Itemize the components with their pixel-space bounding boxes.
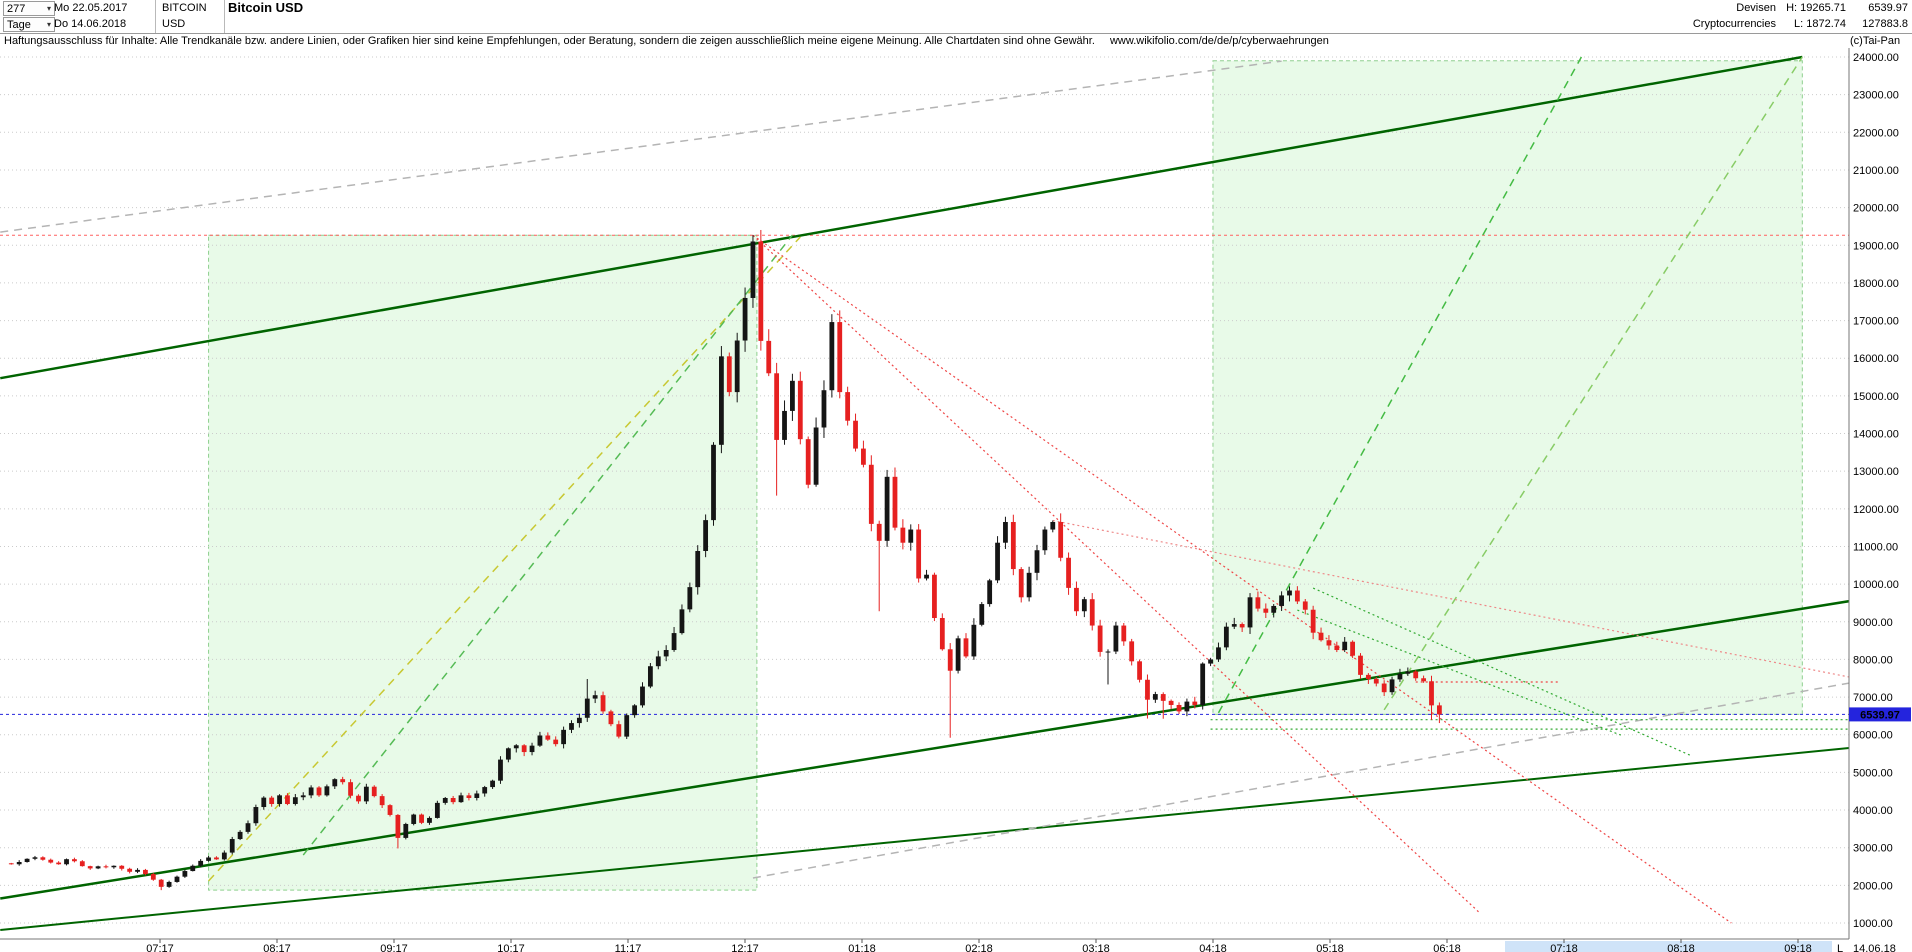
time-axis-label: 09:18 [1784, 943, 1812, 952]
time-axis-label: 01:18 [848, 943, 876, 952]
time-axis-label: 08:17 [263, 943, 291, 952]
gray-parallel-upper [0, 60, 1282, 233]
price-axis-label: 7000.00 [1853, 692, 1893, 704]
time-axis-label: 09:17 [380, 943, 408, 952]
projection-boxes [208, 60, 1803, 891]
price-axis-label: 23000.00 [1853, 90, 1899, 102]
time-axis-label: 07:17 [146, 943, 174, 952]
time-axis-label: 03:18 [1082, 943, 1110, 952]
time-axis-label: 11:17 [615, 943, 642, 952]
time-axis-label: 05:18 [1316, 943, 1344, 952]
bars-count-dropdown[interactable]: 277 ▾ [3, 1, 55, 16]
time-axis-label: 10:17 [497, 943, 525, 952]
price-axis-label: 6000.00 [1853, 730, 1893, 742]
chevron-down-icon: ▾ [46, 3, 51, 13]
market-category-2: Cryptocurrencies [1692, 18, 1776, 30]
downtrend-from-top-2 [752, 234, 1732, 924]
projection-steep-2 [1383, 56, 1803, 711]
price-axis-label: 13000.00 [1853, 466, 1899, 478]
future-period-band [1505, 941, 1832, 952]
last-trade-marker: L [1837, 943, 1843, 952]
time-axis-label: 04:18 [1199, 943, 1227, 952]
disclaimer-text: Haftungsausschluss für Inhalte: Alle Tre… [4, 35, 1095, 47]
price-axis-label: 3000.00 [1853, 843, 1893, 855]
date-to-label: Do 14.06.2018 [54, 18, 127, 30]
time-axis-label: 07:18 [1550, 943, 1578, 952]
upper-channel-line [0, 55, 1803, 380]
price-axis-label: 11000.00 [1853, 541, 1898, 553]
disclaimer-link: www.wikifolio.com/de/de/p/cyberwaehrunge… [1109, 35, 1329, 47]
overlay-layer [0, 55, 1849, 931]
downtrend-shallow [1052, 519, 1849, 678]
price-axis-label: 21000.00 [1853, 165, 1899, 177]
last-price-readout: 6539.97 [1868, 2, 1908, 14]
copyright-label: (c)Tai-Pan [1850, 35, 1901, 47]
last-date-label: 14.06.18 [1853, 943, 1896, 952]
bars-count-value: 277 [7, 2, 26, 15]
grid-layer [0, 56, 1849, 924]
downtrend-from-top-1 [752, 234, 1480, 913]
time-axis-label: 08:18 [1667, 943, 1695, 952]
price-axis-label: 24000.00 [1853, 52, 1899, 64]
price-axis-label: 20000.00 [1853, 203, 1899, 215]
price-axis-label: 9000.00 [1853, 617, 1893, 629]
date-from-label: Mo 22.05.2017 [54, 2, 128, 14]
lower-channel-line [0, 599, 1849, 900]
chart-title: Bitcoin USD [228, 0, 304, 15]
symbol-currency: USD [162, 18, 186, 30]
price-axis-label: 8000.00 [1853, 654, 1893, 666]
period-dropdown[interactable]: Tage ▾ [3, 17, 55, 32]
period-high-label: H: 19265.71 [1786, 2, 1846, 14]
price-axis-label: 5000.00 [1853, 767, 1893, 779]
price-axis-label: 12000.00 [1853, 504, 1899, 516]
price-axis-label: 16000.00 [1853, 353, 1899, 365]
last-price-tag [1849, 707, 1911, 722]
time-axis-label: 02:18 [965, 943, 993, 952]
price-axis-label: 14000.00 [1853, 429, 1899, 441]
period-low-label: L: 1872.74 [1794, 18, 1846, 30]
price-axis-label: 1000.00 [1853, 918, 1893, 930]
time-axis-label: 12:17 [731, 943, 759, 952]
may-downtrend-1 [1312, 587, 1693, 757]
price-axis-label: 4000.00 [1853, 805, 1893, 817]
candles-layer [8, 229, 1442, 891]
price-axis-label: 18000.00 [1853, 278, 1899, 290]
disclaimer-bar: Haftungsausschluss für Inhalte: Alle Tre… [0, 34, 1912, 48]
header-divider [155, 0, 156, 33]
time-axis-label: 06:18 [1433, 943, 1461, 952]
last-price-tag-value: 6539.97 [1860, 709, 1900, 721]
price-axis-label: 22000.00 [1853, 127, 1899, 139]
gray-parallel-lower [752, 682, 1849, 879]
chevron-down-icon: ▾ [46, 19, 51, 29]
projection-box [1212, 60, 1803, 715]
price-axis-label: 2000.00 [1853, 880, 1893, 892]
market-category-1: Devisen [1736, 2, 1776, 14]
axes-layer: 1000.00 2000.00 3000.00 4000.00 5000.00 6000.… [0, 47, 1912, 952]
turnover-readout: 127883.8 [1862, 18, 1908, 30]
accumulation-box [208, 234, 758, 891]
rally-fan-yellow [207, 236, 801, 882]
price-axis-label: 15000.00 [1853, 391, 1899, 403]
period-value: Tage [7, 18, 31, 31]
symbol-name: BITCOIN [162, 2, 207, 14]
base-support-line [0, 746, 1849, 931]
header-divider [224, 0, 225, 33]
rally-fan-green [302, 234, 793, 856]
header-bar: 277 ▾ Tage ▾ Mo 22.05.2017 Do 14.06.2018… [0, 0, 1912, 34]
price-axis-label: 19000.00 [1853, 240, 1899, 252]
price-axis-label: 10000.00 [1853, 579, 1899, 591]
price-axis-label: 17000.00 [1853, 316, 1899, 328]
